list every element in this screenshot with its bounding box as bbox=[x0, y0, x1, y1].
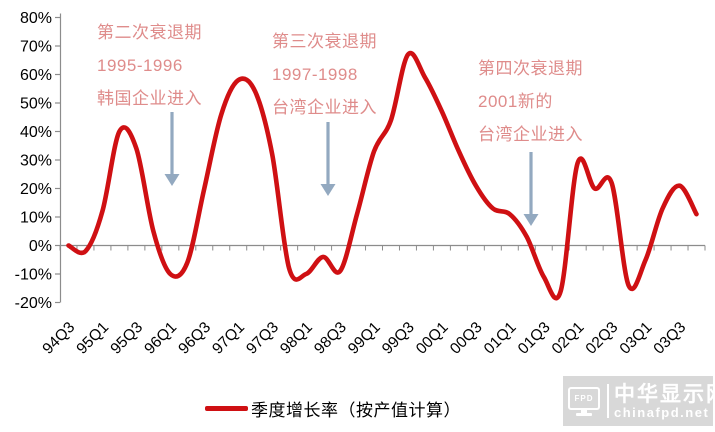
annotation-line: 第三次衰退期 bbox=[272, 32, 377, 51]
legend: 季度增长率（按产值计算） bbox=[205, 396, 461, 420]
y-axis-label: 10% bbox=[20, 210, 52, 227]
y-axis-label: 30% bbox=[20, 153, 52, 170]
x-axis-label: 00Q3 bbox=[447, 319, 486, 358]
monitor-stand bbox=[581, 409, 587, 413]
annotation-line: 台湾企业进入 bbox=[478, 125, 583, 144]
x-axis-label: 95Q3 bbox=[107, 319, 146, 358]
x-axis-label: 95Q1 bbox=[73, 319, 112, 358]
watermark-site-url: chinafpd.net bbox=[614, 404, 710, 420]
x-axis-label: 01Q1 bbox=[481, 319, 520, 358]
y-axis-label: 40% bbox=[20, 124, 52, 141]
x-axis-label: 98Q1 bbox=[277, 319, 316, 358]
annotation-line: 1997-1998 bbox=[272, 65, 358, 84]
annotation-line: 韩国企业进入 bbox=[97, 89, 202, 108]
x-axis-label: 02Q3 bbox=[583, 319, 622, 358]
legend-line-swatch bbox=[205, 405, 248, 411]
annotation-line: 台湾企业进入 bbox=[272, 98, 377, 117]
x-axis-label: 03Q3 bbox=[650, 319, 689, 358]
monitor-screen: FPD bbox=[568, 386, 600, 410]
watermark-badge: FPD bbox=[574, 393, 594, 403]
y-axis-label: 80% bbox=[20, 10, 52, 27]
annotation-recession-3: 第三次衰退期 1997-1998 台湾企业进入 bbox=[272, 25, 377, 124]
watermark-site-name: 中华显示网 bbox=[614, 382, 715, 406]
y-axis-label: -20% bbox=[15, 295, 52, 312]
annotation-recession-4: 第四次衰退期 2001新的 台湾企业进入 bbox=[478, 52, 583, 151]
watermark: FPD 中华显示网 chinafpd.net bbox=[563, 376, 715, 426]
x-axis-label: 99Q3 bbox=[379, 319, 418, 358]
x-axis-label: 94Q3 bbox=[39, 319, 78, 358]
annotation-line: 第四次衰退期 bbox=[478, 59, 583, 78]
watermark-divider bbox=[607, 384, 609, 418]
x-axis-label: 99Q1 bbox=[345, 319, 384, 358]
y-axis-label: 50% bbox=[20, 96, 52, 113]
down-arrow-head-icon bbox=[320, 184, 336, 196]
x-axis-label: 98Q3 bbox=[311, 319, 350, 358]
x-axis-label: 97Q3 bbox=[243, 319, 282, 358]
annotation-line: 2001新的 bbox=[478, 92, 553, 111]
x-axis-label: 03Q1 bbox=[617, 319, 656, 358]
y-axis-label: 20% bbox=[20, 181, 52, 198]
x-axis-label: 96Q3 bbox=[175, 319, 214, 358]
x-axis-label: 96Q1 bbox=[141, 319, 180, 358]
annotation-recession-2: 第二次衰退期 1995-1996 韩国企业进入 bbox=[97, 16, 202, 115]
fpd-monitor-icon: FPD bbox=[566, 386, 602, 416]
down-arrow-head-icon bbox=[523, 214, 539, 226]
down-arrow-head-icon bbox=[164, 174, 180, 186]
y-axis-label: 0% bbox=[29, 238, 52, 255]
annotation-line: 第二次衰退期 bbox=[97, 23, 202, 42]
y-axis-label: 70% bbox=[20, 39, 52, 56]
x-axis-label: 97Q1 bbox=[209, 319, 248, 358]
y-axis-label: -10% bbox=[15, 267, 52, 284]
x-axis-label: 02Q1 bbox=[549, 319, 588, 358]
monitor-base bbox=[576, 412, 592, 416]
x-axis-label: 01Q3 bbox=[515, 319, 554, 358]
legend-label: 季度增长率（按产值计算） bbox=[251, 400, 461, 420]
y-axis-label: 60% bbox=[20, 67, 52, 84]
annotation-line: 1995-1996 bbox=[97, 56, 183, 75]
x-axis-label: 00Q1 bbox=[413, 319, 452, 358]
series-line bbox=[66, 50, 699, 301]
